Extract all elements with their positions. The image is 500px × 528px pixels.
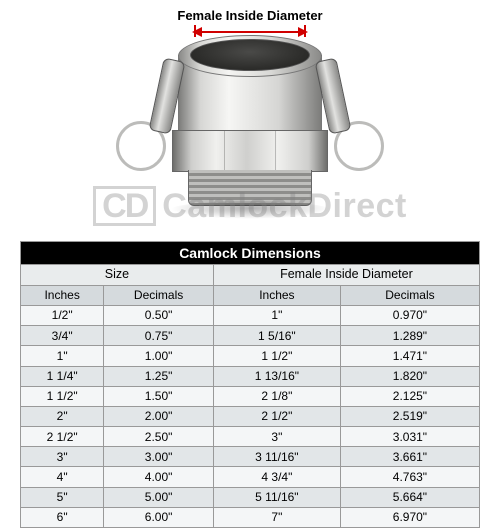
table-cell: 4.00" — [104, 467, 214, 487]
table-row: 1 1/4"1.25"1 13/16"1.820" — [21, 366, 480, 386]
table-row: 2 1/2"2.50"3"3.031" — [21, 427, 480, 447]
hex-collar — [172, 130, 328, 172]
table-cell: 0.50" — [104, 305, 214, 325]
col-inches-2: Inches — [213, 285, 340, 305]
table-cell: 3.00" — [104, 447, 214, 467]
table-cell: 3.031" — [340, 427, 479, 447]
table-cell: 1" — [213, 305, 340, 325]
col-inches-1: Inches — [21, 285, 104, 305]
table-row: 5"5.00"5 11/16"5.664" — [21, 487, 480, 507]
table-cell: 1.471" — [340, 346, 479, 366]
table-cell: 3" — [21, 447, 104, 467]
coupler-bore — [190, 39, 310, 71]
table-cell: 5.00" — [104, 487, 214, 507]
table-cell: 2" — [21, 406, 104, 426]
dimension-arrow — [194, 31, 306, 33]
table-title: Camlock Dimensions — [21, 242, 480, 265]
table-cell: 1.289" — [340, 326, 479, 346]
table-row: 4"4.00"4 3/4"4.763" — [21, 467, 480, 487]
product-illustration — [20, 25, 480, 225]
table-cell: 3 11/16" — [213, 447, 340, 467]
table-cell: 6" — [21, 507, 104, 527]
group-fid: Female Inside Diameter — [213, 264, 479, 285]
table-cell: 7" — [213, 507, 340, 527]
table-row: 1 1/2"1.50"2 1/8"2.125" — [21, 386, 480, 406]
table-cell: 1.820" — [340, 366, 479, 386]
table-cell: 1/2" — [21, 305, 104, 325]
table-cell: 2 1/8" — [213, 386, 340, 406]
table-cell: 1 1/2" — [213, 346, 340, 366]
table-row: 6"6.00"7"6.970" — [21, 507, 480, 527]
table-cell: 3" — [213, 427, 340, 447]
table-row: 1/2"0.50"1"0.970" — [21, 305, 480, 325]
diameter-label: Female Inside Diameter — [20, 8, 480, 23]
table-cell: 3.661" — [340, 447, 479, 467]
table-cell: 0.75" — [104, 326, 214, 346]
col-decimals-2: Decimals — [340, 285, 479, 305]
table-row: 1"1.00"1 1/2"1.471" — [21, 346, 480, 366]
table-row: 3"3.00"3 11/16"3.661" — [21, 447, 480, 467]
table-cell: 2 1/2" — [21, 427, 104, 447]
table-row: 3/4"0.75"1 5/16"1.289" — [21, 326, 480, 346]
dimensions-table: Camlock Dimensions Size Female Inside Di… — [20, 241, 480, 528]
table-cell: 1 13/16" — [213, 366, 340, 386]
table-cell: 2.519" — [340, 406, 479, 426]
table-cell: 1" — [21, 346, 104, 366]
table-cell: 2.50" — [104, 427, 214, 447]
table-cell: 4" — [21, 467, 104, 487]
table-cell: 5.664" — [340, 487, 479, 507]
table-cell: 6.970" — [340, 507, 479, 527]
table-cell: 1 1/2" — [21, 386, 104, 406]
drop-shadow — [170, 201, 330, 219]
table-cell: 1 5/16" — [213, 326, 340, 346]
table-cell: 2.00" — [104, 406, 214, 426]
table-row: 2"2.00"2 1/2"2.519" — [21, 406, 480, 426]
table-cell: 4.763" — [340, 467, 479, 487]
table-cell: 4 3/4" — [213, 467, 340, 487]
table-cell: 6.00" — [104, 507, 214, 527]
table-cell: 1.00" — [104, 346, 214, 366]
table-cell: 1 1/4" — [21, 366, 104, 386]
table-cell: 2 1/2" — [213, 406, 340, 426]
table-cell: 3/4" — [21, 326, 104, 346]
table-cell: 5 11/16" — [213, 487, 340, 507]
table-cell: 1.25" — [104, 366, 214, 386]
table-cell: 2.125" — [340, 386, 479, 406]
table-cell: 0.970" — [340, 305, 479, 325]
group-size: Size — [21, 264, 214, 285]
table-cell: 5" — [21, 487, 104, 507]
col-decimals-1: Decimals — [104, 285, 214, 305]
table-cell: 1.50" — [104, 386, 214, 406]
